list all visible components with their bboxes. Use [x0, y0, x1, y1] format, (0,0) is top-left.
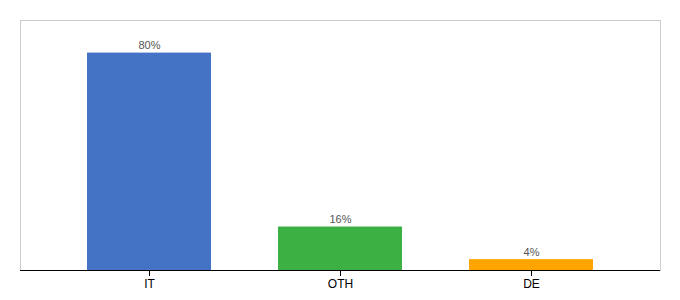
- svg-text:OTH: OTH: [328, 277, 353, 291]
- svg-text:IT: IT: [144, 277, 155, 291]
- svg-text:80%: 80%: [138, 39, 160, 51]
- svg-text:4%: 4%: [524, 246, 540, 258]
- svg-text:16%: 16%: [329, 213, 351, 225]
- svg-text:DE: DE: [523, 277, 540, 291]
